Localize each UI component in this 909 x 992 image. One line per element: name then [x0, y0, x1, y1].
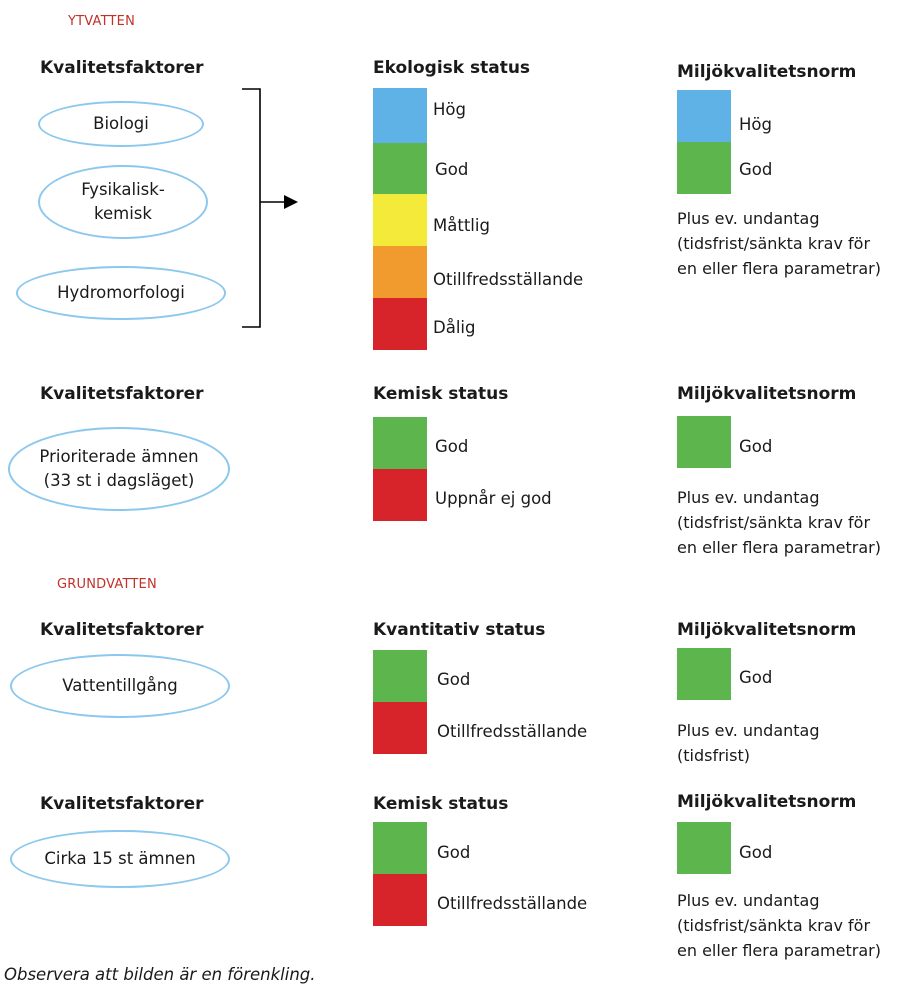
norm-square-god — [677, 416, 731, 468]
status-square-otillfredsstallande — [373, 874, 427, 926]
status-label-mattlig: Måttlig — [433, 216, 490, 235]
factors-header: Kvalitetsfaktorer — [40, 384, 204, 404]
factors-header: Kvalitetsfaktorer — [40, 58, 204, 78]
status-label-god: God — [437, 670, 471, 689]
status-square-otillfredsstallande — [373, 702, 427, 754]
norm-square-hog — [677, 90, 731, 142]
factor-oval-cirka-15-amnen: Cirka 15 st ämnen — [10, 830, 230, 888]
status-label-god: God — [435, 437, 469, 456]
norm-header: Miljökvalitetsnorm — [677, 620, 857, 640]
norm-square-god — [677, 648, 731, 700]
norm-exception-note: Plus ev. undantag (tidsfrist/sänkta krav… — [677, 209, 881, 278]
factor-oval-prioriterade-amnen: Prioriterade ämnen (33 st i dagsläget) — [8, 427, 230, 511]
factor-oval-biologi: Biologi — [38, 101, 204, 147]
status-square-god — [373, 417, 427, 469]
status-square-god — [373, 822, 427, 874]
norm-header: Miljökvalitetsnorm — [677, 792, 857, 812]
bracket-arrow-connector — [242, 88, 298, 328]
status-square-hog — [373, 88, 427, 143]
factors-header: Kvalitetsfaktorer — [40, 620, 204, 640]
norm-exception-note: Plus ev. undantag (tidsfrist) — [677, 721, 820, 765]
norm-label-hog: Hög — [739, 115, 772, 134]
status-square-god — [373, 143, 427, 194]
section-label-grundvatten: GRUNDVATTEN — [57, 577, 157, 592]
section-label-ytvatten: YTVATTEN — [68, 14, 136, 29]
quantitative-status-header: Kvantitativ status — [373, 620, 546, 640]
footnote: Observera att bilden är en förenkling. — [4, 965, 316, 984]
factors-header: Kvalitetsfaktorer — [40, 794, 204, 814]
factor-oval-vattentillgang: Vattentillgång — [10, 654, 230, 718]
norm-square-god — [677, 142, 731, 194]
status-label-otillfredsstallande: Otillfredsställande — [437, 894, 588, 913]
status-square-dalig — [373, 298, 427, 350]
status-label-uppnar-ej-god: Uppnår ej god — [435, 489, 552, 508]
norm-header: Miljökvalitetsnorm — [677, 62, 857, 82]
norm-label-god: God — [739, 668, 773, 687]
norm-header: Miljökvalitetsnorm — [677, 384, 857, 404]
norm-exception-note: Plus ev. undantag (tidsfrist/sänkta krav… — [677, 891, 881, 960]
status-square-mattlig — [373, 194, 427, 246]
status-label-god: God — [437, 843, 471, 862]
chemical-status-header: Kemisk status — [373, 794, 509, 814]
ecological-status-header: Ekologisk status — [373, 58, 531, 78]
status-label-hog: Hög — [433, 100, 466, 119]
norm-exception-note: Plus ev. undantag (tidsfrist/sänkta krav… — [677, 488, 881, 557]
status-square-otillfredsstallande — [373, 246, 427, 298]
factor-oval-hydromorfologi: Hydromorfologi — [16, 266, 226, 320]
norm-label-god: God — [739, 437, 773, 456]
norm-square-god — [677, 822, 731, 874]
status-square-uppnar-ej-god — [373, 469, 427, 521]
status-square-god — [373, 650, 427, 702]
chemical-status-header: Kemisk status — [373, 384, 509, 404]
norm-label-god: God — [739, 843, 773, 862]
status-label-god: God — [435, 160, 469, 179]
status-label-dalig: Dålig — [433, 318, 476, 337]
status-label-otillfredsstallande: Otillfredsställande — [437, 722, 588, 741]
norm-label-god: God — [739, 160, 773, 179]
factor-oval-fysikalisk-kemisk: Fysikalisk- kemisk — [38, 165, 208, 239]
status-label-otillfredsstallande: Otillfredsställande — [433, 270, 584, 289]
